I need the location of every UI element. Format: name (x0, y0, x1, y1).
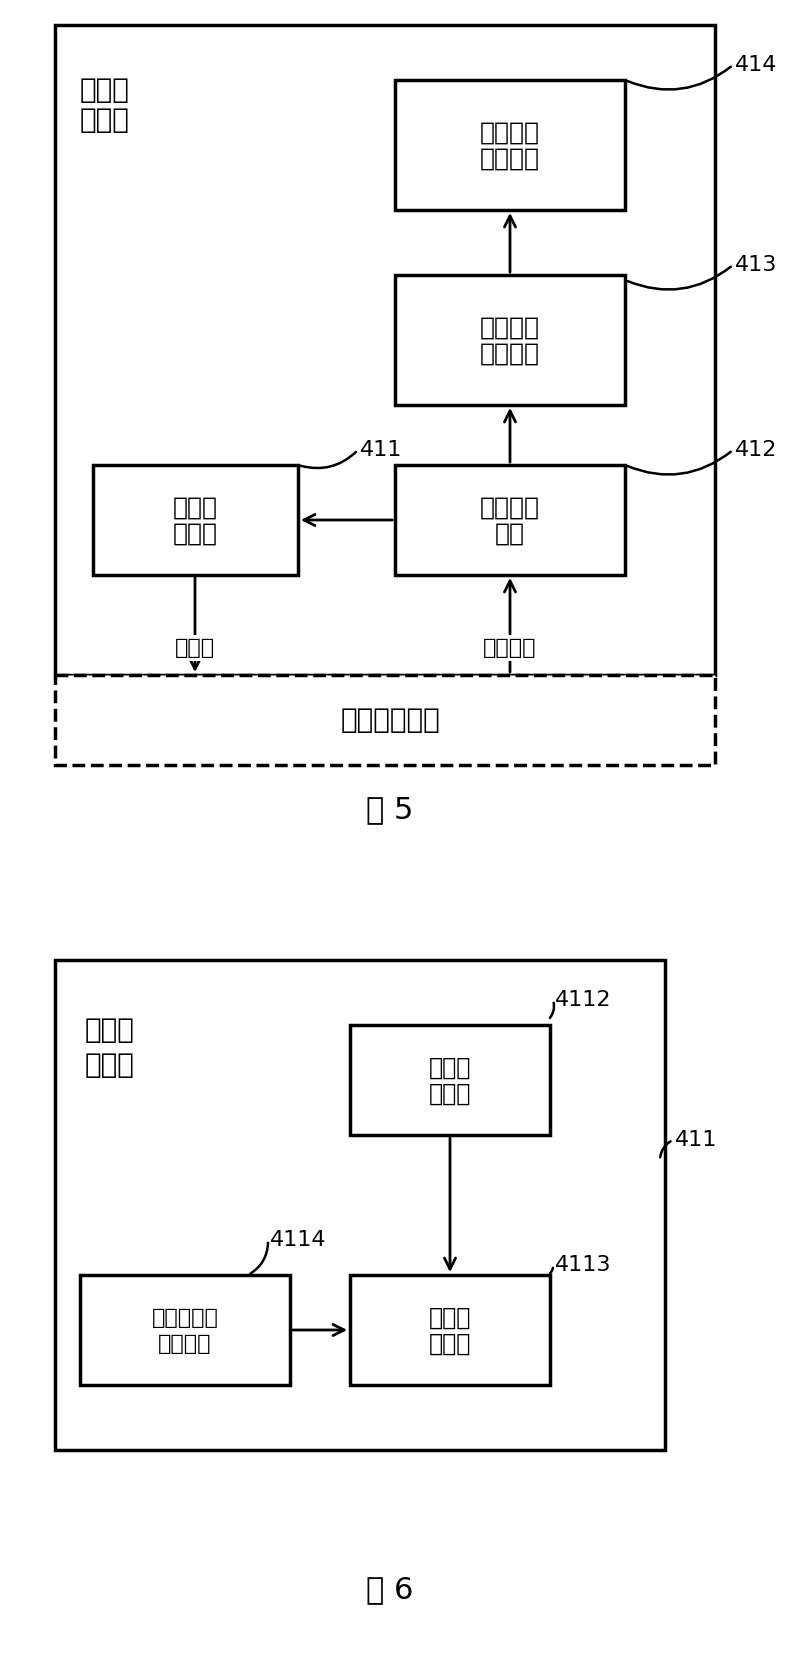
Text: 视频源文件: 视频源文件 (151, 1308, 218, 1328)
Text: 414: 414 (735, 55, 778, 75)
Text: 图 5: 图 5 (366, 795, 414, 825)
Bar (350, 1274, 550, 1384)
Text: 4114: 4114 (270, 1231, 326, 1251)
Text: 行单元: 行单元 (429, 1333, 471, 1356)
Text: 反馈信号: 反馈信号 (483, 638, 537, 658)
Text: 视频质量: 视频质量 (480, 120, 540, 145)
Text: 生模块: 生模块 (173, 523, 218, 546)
Text: 测试模块: 测试模块 (480, 342, 540, 366)
Text: 生模块: 生模块 (85, 1050, 135, 1079)
Text: 压力产: 压力产 (85, 1015, 135, 1044)
Text: 获取单元: 获取单元 (158, 1334, 212, 1354)
Text: 视频质量: 视频质量 (480, 316, 540, 341)
Text: 压力产: 压力产 (173, 496, 218, 519)
Text: 试装置: 试装置 (80, 105, 130, 134)
Bar (395, 276, 625, 406)
Bar (80, 1274, 290, 1384)
Bar (55, 675, 715, 765)
Text: 4112: 4112 (555, 990, 611, 1010)
Text: 视频流: 视频流 (175, 638, 215, 658)
Bar (55, 25, 715, 675)
Text: 加压控: 加压控 (429, 1055, 471, 1080)
Text: 图 6: 图 6 (366, 1575, 414, 1605)
Text: 411: 411 (675, 1131, 718, 1151)
Bar (93, 464, 298, 574)
Text: 模块: 模块 (495, 523, 525, 546)
Text: 视频业务系统: 视频业务系统 (340, 706, 440, 735)
Text: 制单元: 制单元 (429, 1082, 471, 1106)
Bar (55, 960, 665, 1450)
Text: 413: 413 (735, 256, 778, 276)
Text: 分析模块: 分析模块 (480, 147, 540, 170)
Bar (350, 1025, 550, 1136)
Bar (395, 80, 625, 210)
Text: 加压执: 加压执 (429, 1306, 471, 1329)
Text: 信息反馈: 信息反馈 (480, 496, 540, 519)
Bar (395, 464, 625, 574)
Text: 411: 411 (360, 439, 402, 459)
Text: 412: 412 (735, 439, 778, 459)
Text: 视频测: 视频测 (80, 77, 130, 104)
Text: 4113: 4113 (555, 1254, 611, 1274)
